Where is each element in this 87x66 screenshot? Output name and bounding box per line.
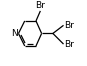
- Text: Br: Br: [64, 21, 74, 30]
- Text: Br: Br: [64, 40, 74, 49]
- Text: Br: Br: [35, 1, 45, 10]
- Text: N: N: [11, 29, 18, 38]
